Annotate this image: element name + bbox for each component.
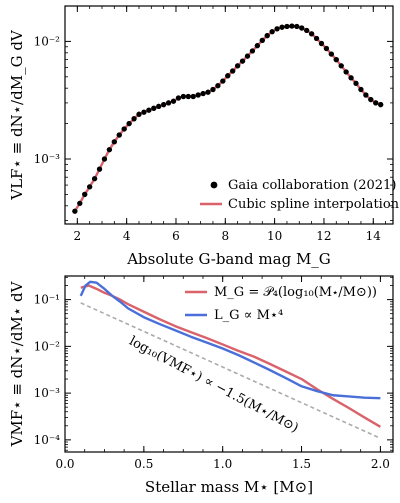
x-tick-label: 2 bbox=[74, 229, 82, 243]
data-point bbox=[348, 75, 354, 81]
data-point bbox=[299, 25, 305, 31]
data-point bbox=[269, 29, 275, 35]
data-point bbox=[328, 51, 334, 57]
reference-line bbox=[80, 302, 381, 440]
data-point bbox=[279, 24, 285, 30]
data-point bbox=[151, 105, 157, 111]
data-point bbox=[363, 92, 369, 98]
data-point bbox=[180, 93, 186, 100]
data-point bbox=[77, 200, 83, 206]
data-point bbox=[313, 35, 320, 42]
x-tick-label: 10 bbox=[267, 229, 282, 243]
data-point bbox=[101, 156, 108, 162]
data-point bbox=[294, 23, 300, 30]
data-point bbox=[136, 111, 142, 117]
data-point bbox=[304, 27, 310, 34]
legend-label: Cubic spline interpolation bbox=[228, 197, 400, 212]
data-point bbox=[289, 23, 295, 29]
legend-label: Gaia collaboration (2021) bbox=[228, 178, 396, 193]
data-point bbox=[353, 80, 359, 86]
data-point bbox=[185, 93, 191, 100]
x-axis-label: Stellar mass M⋆ [M⊙] bbox=[145, 478, 313, 496]
data-point bbox=[190, 93, 196, 100]
data-point bbox=[323, 45, 330, 52]
vmf-panel: 0.0 0.5 1.0 1.5 2.0 10⁻⁴ 10⁻³ 10⁻² 10⁻¹ Stellar m… bbox=[8, 275, 394, 496]
data-point bbox=[200, 90, 206, 97]
y-tick-label: 10⁻³ bbox=[34, 386, 61, 400]
data-point bbox=[318, 40, 325, 47]
y-tick-label: 10⁻¹ bbox=[34, 293, 60, 307]
data-point bbox=[225, 73, 231, 79]
vlf-panel: 2 4 6 8 10 12 14 10⁻³ 10⁻² Absolute G-band mag M_… bbox=[8, 5, 400, 268]
data-point bbox=[215, 83, 221, 89]
data-point bbox=[309, 31, 315, 37]
x-tick-label: 2.0 bbox=[371, 457, 390, 471]
data-point bbox=[358, 86, 364, 93]
x-tick-label: 6 bbox=[172, 229, 180, 243]
data-point bbox=[106, 147, 112, 153]
data-point bbox=[87, 184, 93, 190]
data-point bbox=[175, 95, 182, 101]
data-point bbox=[239, 58, 246, 64]
data-point bbox=[338, 63, 344, 69]
data-point bbox=[156, 103, 162, 110]
x-axis-label: Absolute G-band mag M_G bbox=[126, 250, 331, 268]
data-point bbox=[116, 132, 122, 138]
legend-label: L_G ∝ M⋆⁴ bbox=[214, 308, 283, 323]
data-point bbox=[220, 78, 226, 84]
x-tick-label: 8 bbox=[221, 229, 229, 243]
x-tick-label: 1.0 bbox=[213, 457, 232, 471]
data-point bbox=[235, 63, 241, 69]
x-tick-label: 0.5 bbox=[134, 457, 153, 471]
legend-label: M_G = 𝒫₄(log₁₀(M⋆/M⊙)) bbox=[214, 285, 377, 300]
data-point bbox=[343, 69, 349, 75]
data-point bbox=[111, 139, 117, 145]
data-point bbox=[161, 102, 167, 108]
slope-annotation: log₁₀(VMF⋆) ∝ −1.5(M⋆/M⊙) bbox=[126, 334, 300, 436]
data-point bbox=[249, 48, 256, 54]
x-tick-label: 14 bbox=[366, 229, 382, 243]
data-point bbox=[131, 116, 137, 122]
data-point bbox=[170, 98, 177, 104]
plot-frame bbox=[64, 275, 394, 453]
data-point bbox=[82, 191, 88, 197]
data-point bbox=[91, 176, 98, 182]
data-point bbox=[121, 126, 127, 132]
data-point bbox=[126, 120, 132, 127]
data-point bbox=[378, 102, 384, 108]
y-tick-label: 10⁻⁴ bbox=[34, 433, 61, 447]
legend-marker bbox=[210, 181, 218, 189]
data-point bbox=[96, 166, 103, 172]
x-tick-label: 1.5 bbox=[292, 457, 311, 471]
x-tick-label: 0.0 bbox=[55, 457, 74, 471]
data-point bbox=[165, 100, 172, 106]
plot-frame bbox=[64, 5, 394, 225]
data-point bbox=[373, 100, 379, 106]
y-tick-label: 10⁻² bbox=[34, 339, 61, 353]
data-point bbox=[368, 96, 374, 103]
data-point bbox=[210, 86, 216, 93]
y-axis-label: VLF⋆ ≡ dN⋆/dM_G dV bbox=[8, 29, 26, 201]
y-tick-label: 10⁻³ bbox=[34, 152, 61, 166]
data-point bbox=[244, 53, 251, 59]
series-line bbox=[79, 280, 381, 400]
data-point bbox=[146, 107, 152, 113]
data-point bbox=[284, 23, 290, 30]
x-tick-label: 12 bbox=[316, 229, 331, 243]
data-point bbox=[205, 89, 211, 95]
data-point bbox=[72, 208, 78, 214]
data-point bbox=[264, 33, 270, 39]
data-point bbox=[141, 109, 147, 115]
x-tick-label: 4 bbox=[123, 229, 131, 243]
data-point bbox=[195, 92, 201, 98]
data-point bbox=[274, 26, 280, 32]
y-axis-label: VMF⋆ ≡ dN⋆/dM⋆ dV bbox=[8, 280, 26, 447]
data-point bbox=[333, 57, 339, 63]
data-point bbox=[230, 68, 236, 74]
data-point bbox=[254, 43, 260, 49]
y-tick-label: 10⁻² bbox=[34, 34, 61, 48]
data-point bbox=[259, 37, 265, 43]
